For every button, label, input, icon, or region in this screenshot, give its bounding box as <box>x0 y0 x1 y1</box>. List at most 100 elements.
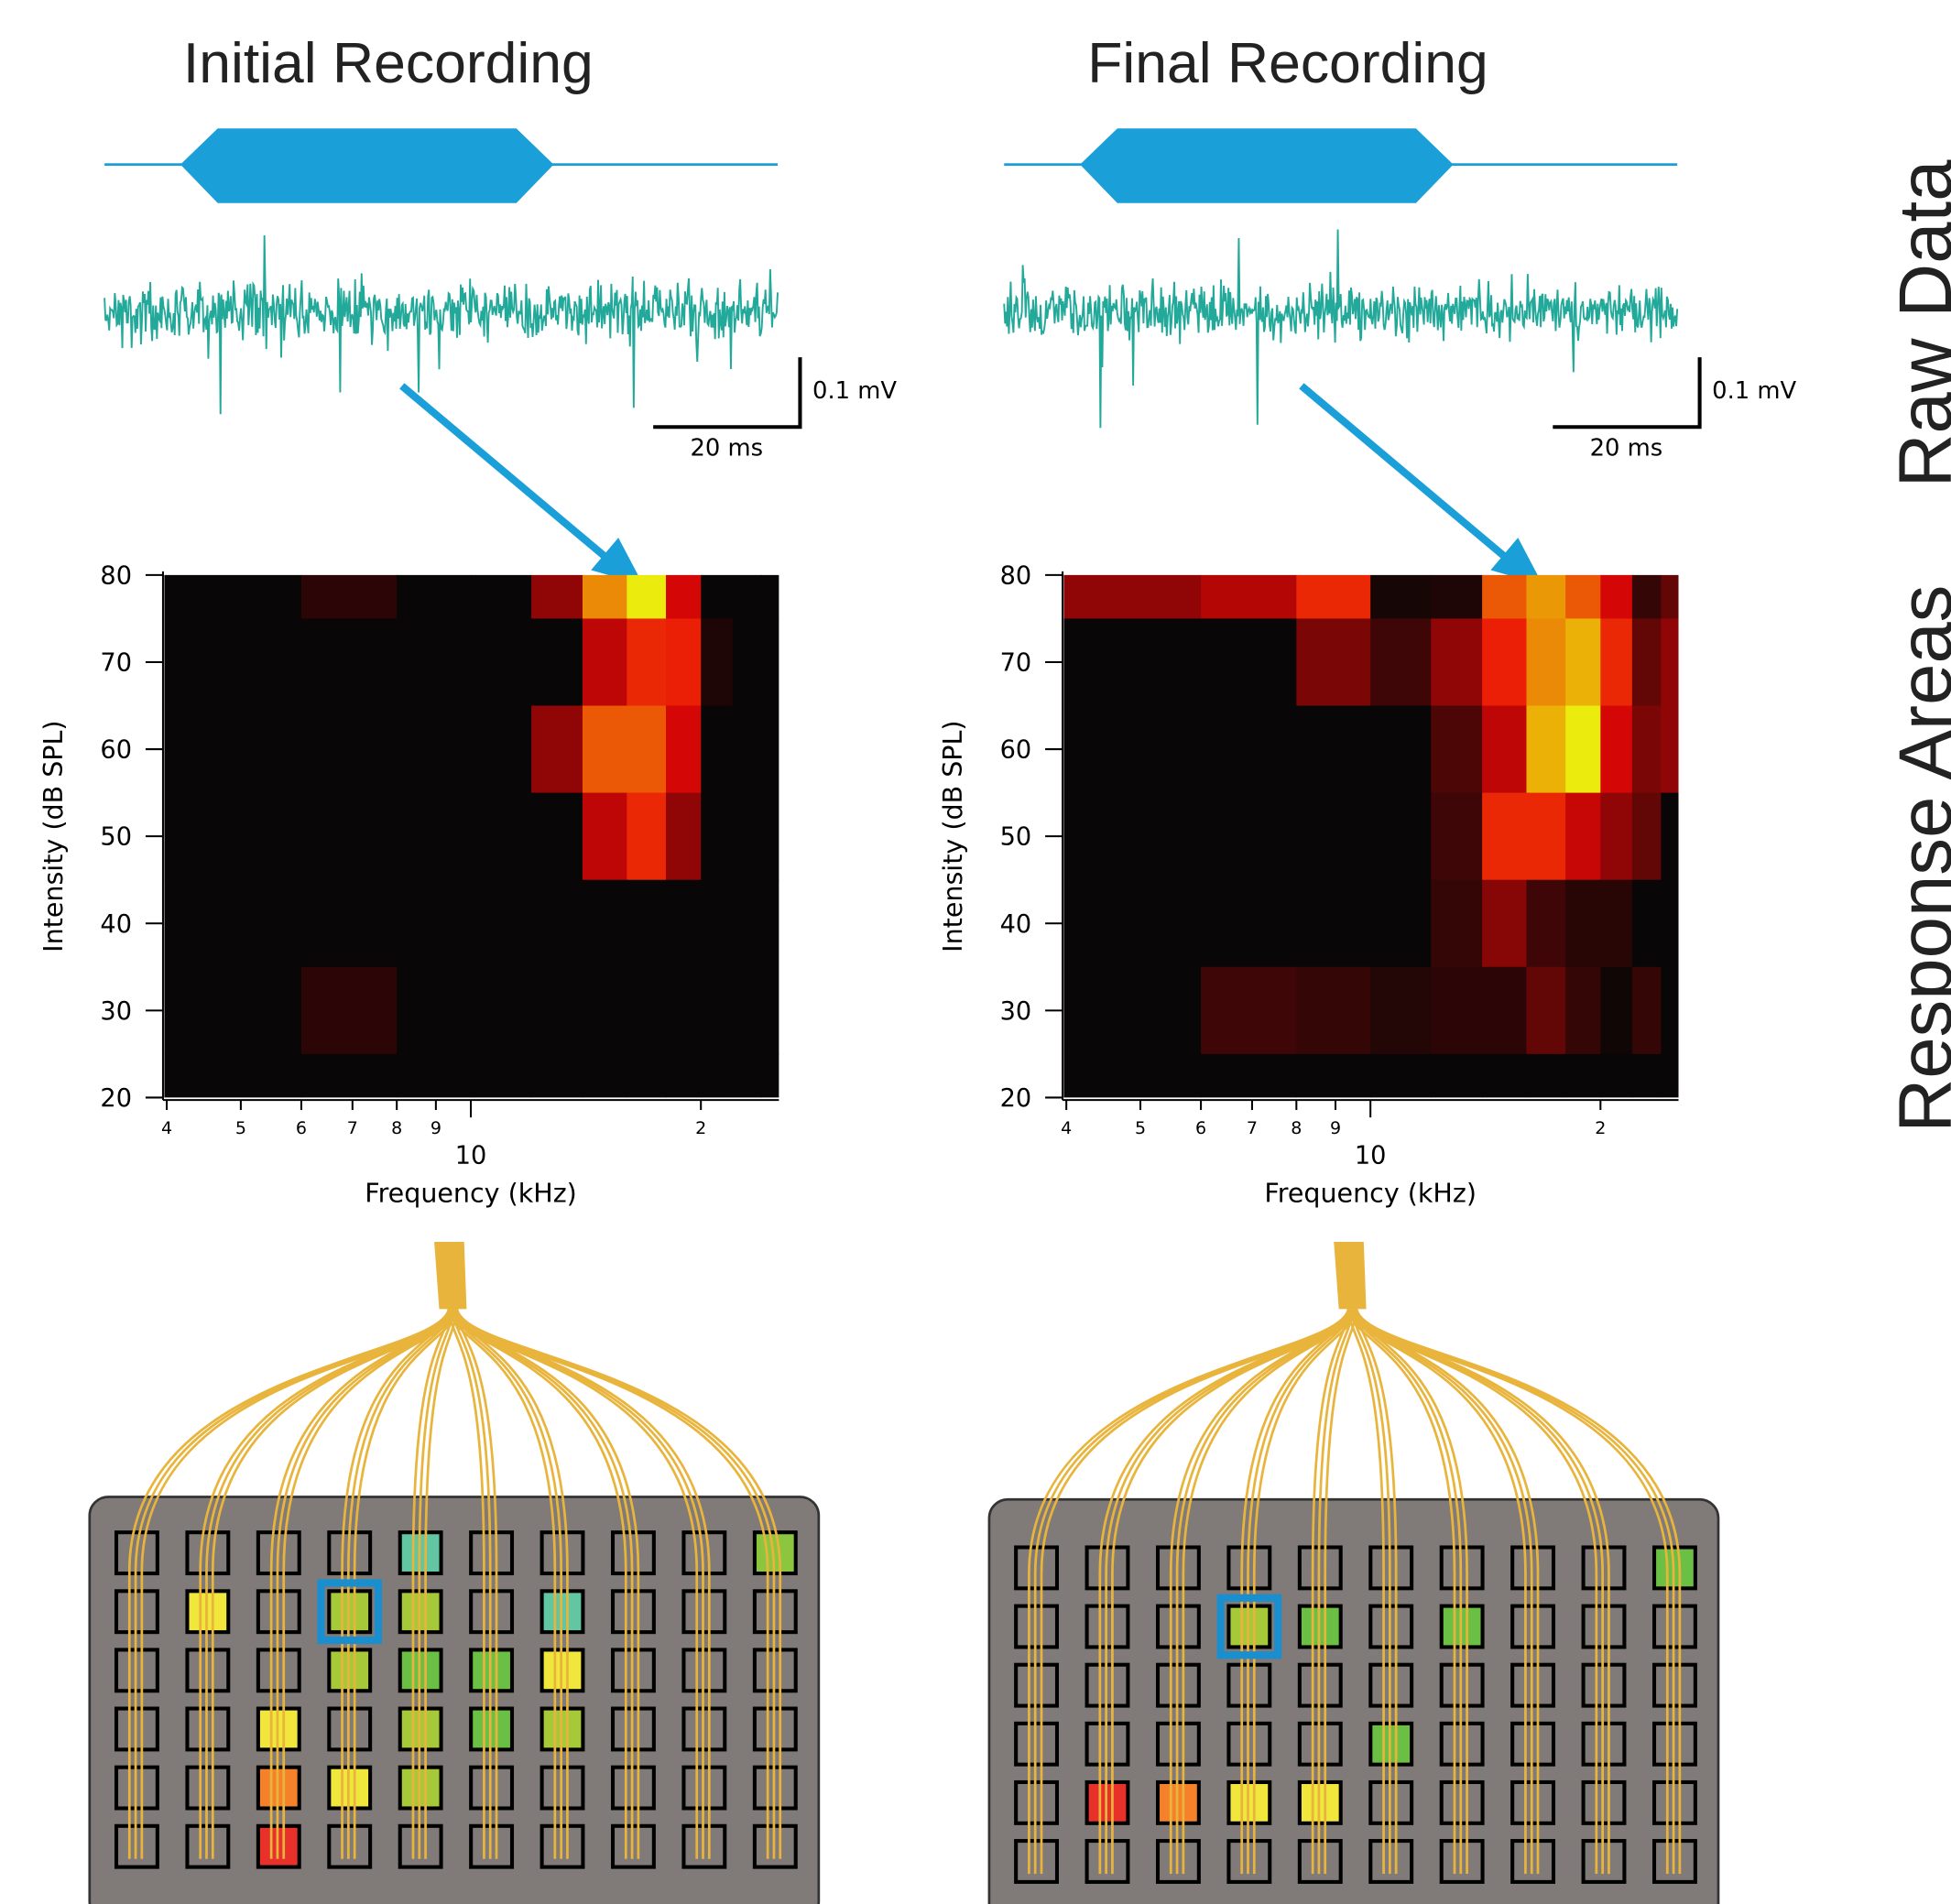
y-tick-label: 40 <box>100 910 132 939</box>
raw-trace <box>104 235 778 414</box>
heatmap-cell <box>583 793 627 881</box>
x-axis-label: Frequency (kHz) <box>1264 1179 1477 1209</box>
y-tick-label: 70 <box>100 648 132 677</box>
heatmap-cell <box>1661 1054 1679 1142</box>
heatmap-cell <box>1600 706 1632 794</box>
heatmap-cell <box>531 880 583 968</box>
y-tick-label: 40 <box>1000 910 1032 939</box>
y-tick-label: 60 <box>1000 736 1032 765</box>
heatmap-cell <box>301 706 398 794</box>
heatmap-cell <box>164 618 301 706</box>
y-tick-label: 30 <box>100 997 132 1026</box>
x-tick-label: 2 <box>695 1118 706 1138</box>
heatmap-cell <box>1431 967 1483 1055</box>
heatmap-cell <box>301 880 398 968</box>
heatmap-cell <box>1201 706 1297 794</box>
heatmap-cell <box>1201 880 1297 968</box>
heatmap-cell <box>397 618 472 706</box>
heatmap-cell <box>1661 706 1679 794</box>
heatmap-cell <box>1063 793 1201 881</box>
heatmap-cell <box>1296 967 1371 1055</box>
wire-bundle <box>1334 1242 1366 1309</box>
scale-label: 0.1 mV <box>1712 377 1796 405</box>
heatmap-cell <box>733 618 762 706</box>
heatmap-cell <box>1063 531 1201 619</box>
x-tick-label: 8 <box>1291 1118 1302 1138</box>
heatmap-cell <box>531 618 583 706</box>
heatmap-cell <box>666 706 702 794</box>
heatmap-cell <box>1482 793 1527 881</box>
heatmap-cell <box>397 706 472 794</box>
heatmap-cell <box>666 618 702 706</box>
heatmap-cell <box>761 531 779 619</box>
heatmap-cell <box>471 967 532 1055</box>
heatmap-cell <box>531 531 583 619</box>
heatmap-cell <box>531 706 583 794</box>
heatmap-cell <box>1431 531 1483 619</box>
heatmap-cell <box>1632 880 1662 968</box>
x-tick-label: 4 <box>1061 1118 1072 1138</box>
stimulus-envelope <box>1080 128 1454 203</box>
x-tick-label: 4 <box>161 1118 172 1138</box>
heatmap-cell <box>666 967 702 1055</box>
y-tick-label: 50 <box>1000 823 1032 852</box>
heatmap-cell <box>164 793 301 881</box>
heatmap-cell <box>301 967 398 1055</box>
heatmap-cell <box>583 706 627 794</box>
electrode <box>1300 1782 1341 1823</box>
heatmap-cell <box>733 967 762 1055</box>
x-tick-label: 10 <box>1355 1141 1387 1170</box>
heatmap-cell <box>1063 706 1201 794</box>
heatmap-cell <box>1565 618 1601 706</box>
heatmap-cell <box>761 880 779 968</box>
heatmap-cell <box>583 1054 627 1142</box>
heatmap-cell <box>627 793 666 881</box>
heatmap-cell <box>301 618 398 706</box>
heatmap-cell <box>733 880 762 968</box>
figure: Raw DataResponse AreasInitial Recording0… <box>0 0 1951 1904</box>
x-tick-label: 8 <box>391 1118 402 1138</box>
electrode <box>1087 1782 1128 1823</box>
electrode <box>542 1591 583 1632</box>
heatmap-cell <box>1296 793 1371 881</box>
heatmap-cell <box>471 618 532 706</box>
heatmap-cell <box>471 706 532 794</box>
heatmap-cell <box>1632 706 1662 794</box>
heatmap-cell <box>164 1054 301 1142</box>
heatmap-cell <box>1296 706 1371 794</box>
heatmap-cell <box>1370 1054 1432 1142</box>
heatmap-cell <box>1661 793 1679 881</box>
heatmap-cell <box>627 967 666 1055</box>
heatmap-cell <box>761 793 779 881</box>
electrode <box>755 1532 796 1573</box>
heatmap-cell <box>1370 531 1432 619</box>
heatmap-cell <box>761 1054 779 1142</box>
heatmap-cell <box>1201 618 1297 706</box>
heatmap-cell <box>627 706 666 794</box>
x-axis-label: Frequency (kHz) <box>365 1179 577 1209</box>
panel-title: Initial Recording <box>183 31 594 95</box>
heatmap-cell <box>1600 793 1632 881</box>
arrow <box>1302 386 1512 562</box>
heatmap-cell <box>471 1054 532 1142</box>
heatmap-cell <box>733 706 762 794</box>
arrow <box>402 386 613 562</box>
stimulus-envelope <box>180 128 554 203</box>
heatmap-cell <box>1201 793 1297 881</box>
heatmap-cell <box>1296 880 1371 968</box>
heatmap-cell <box>627 531 666 619</box>
x-tick-label: 9 <box>431 1118 441 1138</box>
heatmap-cell <box>761 967 779 1055</box>
heatmap-cell <box>1661 967 1679 1055</box>
x-tick-label: 5 <box>235 1118 246 1138</box>
heatmap-cell <box>1632 618 1662 706</box>
raw-trace <box>1004 230 1677 429</box>
x-tick-label: 2 <box>1595 1118 1606 1138</box>
heatmap-cell <box>1526 967 1565 1055</box>
heatmap-cell <box>666 531 702 619</box>
heatmap-cell <box>164 531 301 619</box>
heatmap <box>1063 531 1679 1141</box>
heatmap-cell <box>761 706 779 794</box>
heatmap-cell <box>1370 618 1432 706</box>
scale-label: 0.1 mV <box>812 377 897 405</box>
